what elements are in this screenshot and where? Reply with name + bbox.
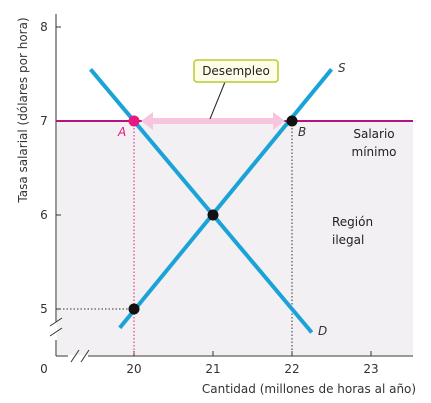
x-tick-label-21: 21: [205, 362, 220, 376]
minimum-wage-label-line1: Salario: [353, 127, 394, 141]
unemployment-label: Desempleo: [202, 64, 270, 78]
point-b: [286, 115, 298, 127]
y-tick-label-7: 7: [40, 114, 48, 128]
supply-curve: [118, 68, 334, 330]
x-axis-title: Cantidad (millones de horas al año): [202, 382, 416, 396]
demand-curve: [89, 68, 314, 334]
origin-label: 0: [40, 362, 48, 376]
y-axis-title: Tasa salarial (dólares por hora): [16, 17, 30, 203]
point-a: [128, 115, 140, 127]
x-tick-label-22: 22: [284, 362, 299, 376]
unemployment-arrow: [141, 112, 285, 130]
x-tick-label-23: 23: [363, 362, 378, 376]
x-axis: [56, 349, 413, 363]
demand-label: D: [318, 324, 327, 338]
illegal-region-label-line1: Región: [332, 215, 373, 229]
y-tick-label-8: 8: [40, 20, 48, 34]
y-tick-label-6: 6: [40, 208, 48, 222]
minimum-wage-label-line2: mínimo: [352, 145, 397, 159]
point-3: [128, 303, 140, 315]
unemployment-callout-leader: [209, 81, 226, 120]
unemployment-callout-box: [193, 59, 279, 83]
x-tick-label-20: 20: [126, 362, 141, 376]
point-label-a: A: [117, 125, 126, 139]
point-2: [207, 209, 219, 221]
y-tick-label-5: 5: [40, 302, 48, 316]
y-axis: [49, 14, 63, 356]
illegal-region-label-line2: ilegal: [332, 233, 364, 247]
illegal-region-shading: [57, 121, 413, 355]
supply-label: S: [338, 61, 346, 75]
unemployment-arrow-shape: [141, 112, 285, 130]
point-label-b: B: [298, 125, 306, 139]
